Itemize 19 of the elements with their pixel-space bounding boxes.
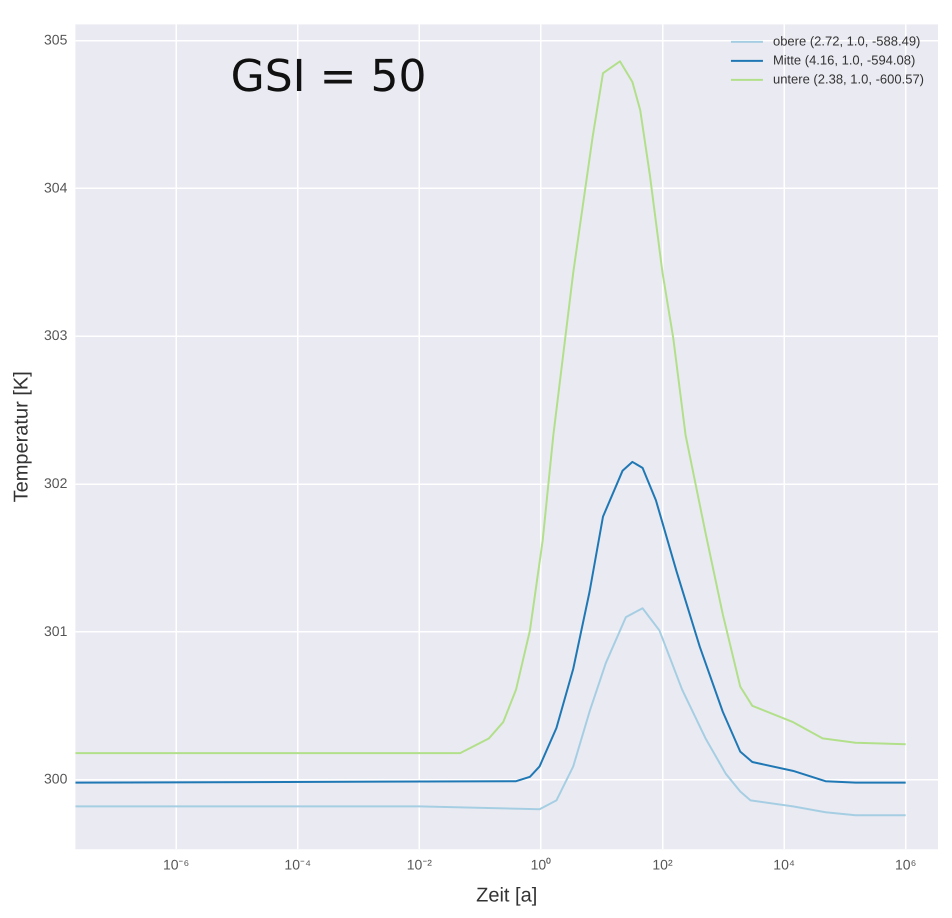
y-tick-label: 305	[44, 32, 68, 48]
x-tick-label: 10⁴	[773, 856, 795, 872]
y-tick-label: 303	[44, 327, 68, 344]
y-tick-label: 300	[44, 770, 68, 787]
legend-label: obere (2.72, 1.0, -588.49)	[772, 33, 920, 48]
x-tick-label: 10⁰	[530, 856, 552, 872]
x-tick-label: 10⁶	[895, 856, 916, 872]
x-tick-label: 10⁻⁴	[284, 856, 312, 872]
x-tick-label: 10²	[652, 856, 673, 872]
x-tick-label: 10⁻⁶	[162, 856, 190, 872]
y-tick-label: 301	[44, 622, 68, 639]
y-tick-label: 304	[44, 179, 68, 196]
y-tick-label: 302	[44, 474, 68, 491]
x-axis-title: Zeit [a]	[476, 884, 538, 907]
y-axis-title: Temperatur [K]	[10, 371, 33, 502]
legend-label: Mitte (4.16, 1.0, -594.08)	[772, 52, 916, 68]
legend-label: untere (2.38, 1.0, -600.57)	[772, 71, 924, 86]
x-tick-label: 10⁻²	[406, 856, 432, 872]
annotation: GSI = 50	[230, 50, 426, 102]
